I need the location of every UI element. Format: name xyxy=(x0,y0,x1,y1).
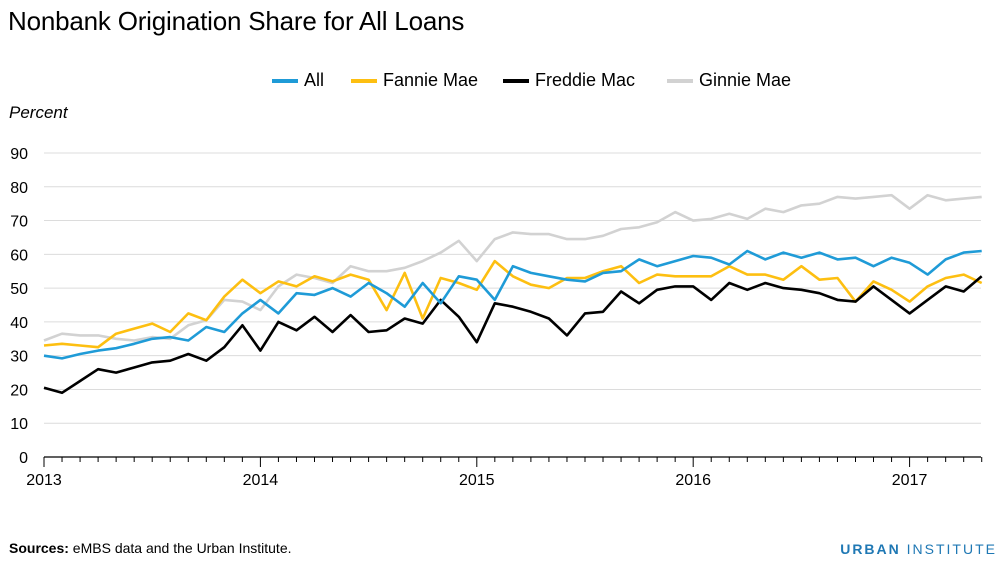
legend-label-fannie-mae: Fannie Mae xyxy=(383,70,479,90)
sources-text: eMBS data and the Urban Institute. xyxy=(68,540,292,556)
legend-item-all: All xyxy=(272,70,324,91)
brand-rest: INSTITUTE xyxy=(900,541,997,557)
legend-swatch-all xyxy=(272,78,298,83)
y-tick-label-10: 10 xyxy=(10,416,28,433)
x-tick-label-2017: 2017 xyxy=(892,472,928,489)
legend-label-ginnie-mae: Ginnie Mae xyxy=(699,70,792,90)
y-axis-label: Percent xyxy=(9,103,68,122)
legend-swatch-ginnie-mae xyxy=(667,78,693,83)
legend: All Fannie Mae Freddie Mac Ginnie Mae xyxy=(0,70,1005,94)
y-tick-label-80: 80 xyxy=(10,180,28,197)
series-line-fannie-mae xyxy=(43,259,983,349)
x-tick-label-2014: 2014 xyxy=(243,472,279,489)
chart-title: Nonbank Origination Share for All Loans xyxy=(8,6,465,36)
y-tick-label-30: 30 xyxy=(10,349,28,366)
y-tick-label-50: 50 xyxy=(10,281,28,298)
x-tick-label-2013: 2013 xyxy=(26,472,62,489)
y-tick-label-20: 20 xyxy=(10,382,28,399)
sources-label: Sources: xyxy=(9,540,69,556)
series-line-ginnie-mae xyxy=(43,193,982,342)
series-line-freddie-mac xyxy=(43,275,983,395)
x-tick-label-2016: 2016 xyxy=(675,472,711,489)
brand-strong: URBAN xyxy=(840,541,901,557)
legend-item-freddie-mac: Freddie Mac xyxy=(503,70,635,91)
y-tick-label-70: 70 xyxy=(10,214,28,231)
legend-swatch-fannie-mae xyxy=(351,78,377,83)
y-tick-label-90: 90 xyxy=(10,146,28,163)
y-tick-label-40: 40 xyxy=(10,315,28,332)
legend-label-freddie-mac: Freddie Mac xyxy=(535,70,636,90)
sources-note: Sources: eMBS data and the Urban Institu… xyxy=(9,540,292,556)
legend-item-fannie-mae: Fannie Mae xyxy=(351,70,478,91)
brand-logo: URBAN INSTITUTE xyxy=(840,541,997,557)
legend-label-all: All xyxy=(304,70,325,90)
legend-swatch-freddie-mac xyxy=(503,78,529,83)
legend-item-ginnie-mae: Ginnie Mae xyxy=(667,70,791,91)
y-tick-label-0: 0 xyxy=(19,450,28,467)
x-tick-label-2015: 2015 xyxy=(459,472,495,489)
y-tick-label-60: 60 xyxy=(10,247,28,264)
series-line-all xyxy=(43,249,982,360)
